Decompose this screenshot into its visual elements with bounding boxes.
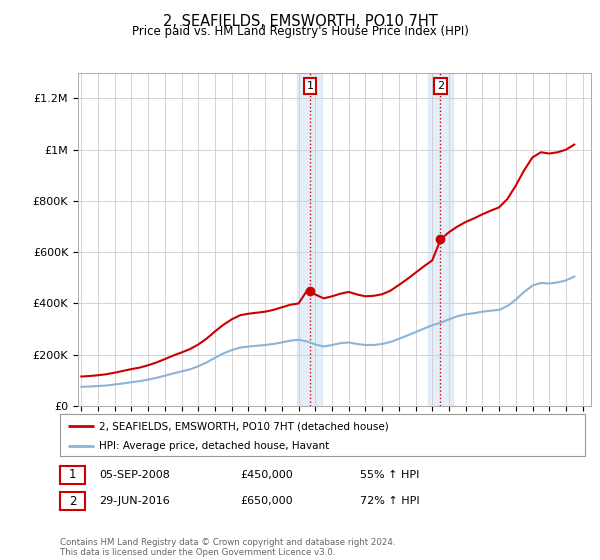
Text: £450,000: £450,000 bbox=[240, 470, 293, 480]
Text: Price paid vs. HM Land Registry's House Price Index (HPI): Price paid vs. HM Land Registry's House … bbox=[131, 25, 469, 38]
Text: 2, SEAFIELDS, EMSWORTH, PO10 7HT: 2, SEAFIELDS, EMSWORTH, PO10 7HT bbox=[163, 14, 437, 29]
Bar bbox=[298, 73, 322, 406]
Text: Contains HM Land Registry data © Crown copyright and database right 2024.
This d: Contains HM Land Registry data © Crown c… bbox=[60, 538, 395, 557]
Text: £650,000: £650,000 bbox=[240, 496, 293, 506]
Text: 05-SEP-2008: 05-SEP-2008 bbox=[99, 470, 170, 480]
Text: 2, SEAFIELDS, EMSWORTH, PO10 7HT (detached house): 2, SEAFIELDS, EMSWORTH, PO10 7HT (detach… bbox=[100, 421, 389, 431]
Text: 1: 1 bbox=[69, 468, 76, 482]
Text: HPI: Average price, detached house, Havant: HPI: Average price, detached house, Hava… bbox=[100, 441, 329, 451]
Text: 29-JUN-2016: 29-JUN-2016 bbox=[99, 496, 170, 506]
Text: 2: 2 bbox=[437, 81, 444, 91]
Text: 55% ↑ HPI: 55% ↑ HPI bbox=[360, 470, 419, 480]
Text: 2: 2 bbox=[69, 494, 76, 508]
Bar bbox=[428, 73, 453, 406]
Text: 72% ↑ HPI: 72% ↑ HPI bbox=[360, 496, 419, 506]
Text: 1: 1 bbox=[307, 81, 313, 91]
